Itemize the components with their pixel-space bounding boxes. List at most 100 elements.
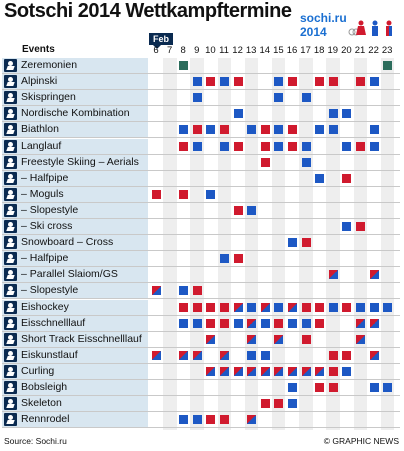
women-event-marker xyxy=(206,77,216,87)
month-tag: Feb xyxy=(149,33,173,49)
day-16: 16 xyxy=(286,45,298,56)
day-19: 19 xyxy=(327,45,339,56)
men-event-marker xyxy=(220,77,229,87)
mixed-event-marker xyxy=(206,334,216,344)
mixed-event-marker xyxy=(356,318,365,328)
event-label-band xyxy=(2,331,148,347)
event-label-band xyxy=(2,58,148,73)
women-event-marker xyxy=(179,189,189,199)
event-label: Rennrodel xyxy=(21,413,70,426)
combined-icon xyxy=(4,107,17,121)
men-event-marker xyxy=(369,302,379,312)
skeleton-icon xyxy=(4,284,17,298)
men-event-marker xyxy=(247,350,257,360)
men-event-marker xyxy=(179,318,189,328)
mixed-event-marker xyxy=(288,302,297,312)
men-event-marker xyxy=(179,286,189,296)
women-event-marker xyxy=(315,302,325,312)
men-event-marker xyxy=(342,222,352,231)
men-event-marker xyxy=(192,93,202,103)
men-event-marker xyxy=(342,109,352,119)
mixed-event-marker xyxy=(192,350,202,360)
day-20: 20 xyxy=(341,45,352,56)
women-event-marker xyxy=(288,77,297,87)
event-label: Curling xyxy=(21,364,55,377)
event-label-band xyxy=(2,396,148,412)
event-label: Skispringen xyxy=(21,91,76,104)
event-label: – Slopestyle xyxy=(21,203,79,216)
row-divider xyxy=(2,153,400,155)
credit-note: © GRAPHIC NEWS xyxy=(323,436,399,446)
men-event-marker xyxy=(179,415,189,425)
table-row: – Halfpipe xyxy=(0,170,404,187)
men-event-marker xyxy=(288,399,297,409)
mixed-event-marker xyxy=(260,366,270,376)
event-label: Zeremonien xyxy=(21,59,78,71)
row-divider xyxy=(2,346,400,348)
row-divider xyxy=(2,298,400,300)
table-row: Snowboard – Cross xyxy=(0,235,404,252)
women-event-marker xyxy=(274,399,284,409)
day-22: 22 xyxy=(368,45,379,56)
row-divider xyxy=(2,121,400,123)
luge-icon xyxy=(4,316,17,330)
mixed-event-marker xyxy=(152,286,161,296)
men-event-marker xyxy=(301,93,311,103)
row-divider xyxy=(2,169,400,171)
gender-legend xyxy=(356,20,392,36)
event-label-band xyxy=(2,74,148,90)
women-event-marker xyxy=(342,173,352,183)
table-row: Biathlon xyxy=(0,122,404,139)
row-divider xyxy=(2,201,400,203)
men-event-marker xyxy=(274,302,284,312)
shorttrack-icon xyxy=(4,220,17,233)
men-event-marker xyxy=(233,318,243,328)
day-23: 23 xyxy=(381,45,393,56)
men-icon xyxy=(372,20,378,26)
row-divider xyxy=(2,330,400,332)
luge-icon xyxy=(4,332,17,346)
women-event-marker xyxy=(220,302,229,312)
day-6: 6 xyxy=(153,45,159,56)
event-label: Snowboard – Cross xyxy=(21,236,114,249)
women-event-marker xyxy=(260,141,270,151)
row-divider xyxy=(2,427,400,429)
day-column xyxy=(217,58,232,430)
women-event-marker xyxy=(288,125,297,135)
men-event-marker xyxy=(192,318,202,328)
event-label-band xyxy=(2,283,148,299)
luge-icon xyxy=(4,364,17,378)
day-21: 21 xyxy=(354,45,366,56)
men-event-marker xyxy=(369,77,379,87)
row-divider xyxy=(2,314,400,316)
day-column xyxy=(380,58,395,430)
men-event-marker xyxy=(274,93,284,103)
day-11: 11 xyxy=(219,45,229,56)
men-event-marker xyxy=(342,366,352,376)
luge-icon xyxy=(4,348,17,362)
women-event-marker xyxy=(220,125,229,135)
mixed-event-marker xyxy=(260,302,270,312)
women-event-marker xyxy=(260,125,270,135)
curling-icon xyxy=(4,252,17,266)
mixed-event-marker xyxy=(152,350,161,360)
women-event-marker xyxy=(192,125,202,135)
women-event-marker xyxy=(328,383,338,392)
mixed-event-marker xyxy=(274,366,284,376)
men-event-marker xyxy=(288,318,297,328)
women-event-marker xyxy=(288,141,297,151)
women-event-marker xyxy=(206,415,216,425)
event-label: – Moguls xyxy=(21,187,64,200)
day-8: 8 xyxy=(180,45,186,56)
men-event-marker xyxy=(220,141,229,151)
men-event-marker xyxy=(260,318,270,328)
table-row: Eishockey xyxy=(0,299,404,316)
men-event-marker xyxy=(369,383,379,392)
row-divider xyxy=(2,282,400,284)
women-event-marker xyxy=(192,286,202,296)
men-event-marker xyxy=(247,125,257,135)
table-row: Skeleton xyxy=(0,396,404,413)
day-12: 12 xyxy=(232,45,243,56)
women-event-marker xyxy=(179,302,189,312)
table-row: Freestyle Skiing – Aerials xyxy=(0,154,404,171)
